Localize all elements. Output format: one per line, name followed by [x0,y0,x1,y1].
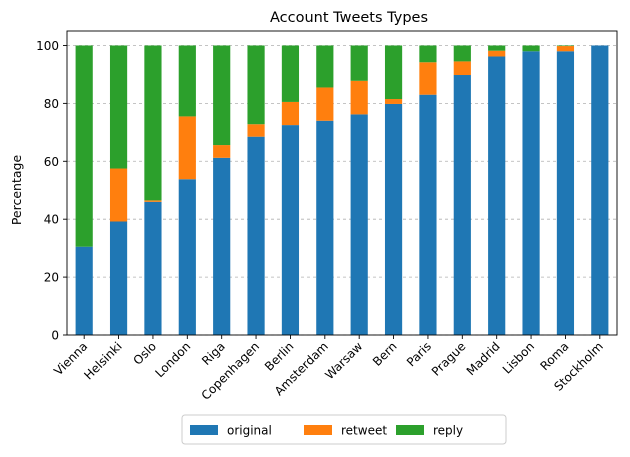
bar-retweet-amsterdam [316,87,334,121]
y-axis-label: Percentage [9,155,24,226]
bar-reply-paris [419,45,437,63]
bar-retweet-berlin [281,101,300,126]
legend-label-original: original [227,424,272,438]
x-tick-label: Riga [199,339,228,368]
bar-retweet-helsinki [109,168,128,222]
bar-reply-vienna [75,45,93,247]
legend-swatch-retweet [304,425,332,435]
y-tick-label: 60 [44,155,59,169]
x-tick-label: Warsaw [322,339,365,382]
y-ticks: 0 20 40 60 80 100 [36,39,67,343]
bar-original-stockholm [591,45,609,335]
bar-reply-prague [453,45,471,62]
bar-retweet-copenhagen [247,124,265,137]
bar-retweet-bern [384,99,403,104]
bar-reply-copenhagen [247,45,265,125]
bar-reply-lisbon [522,45,540,52]
bar-retweet-paris [419,62,437,95]
bar-reply-amsterdam [316,45,334,88]
legend: original retweet reply [181,414,507,445]
legend-box [181,414,507,445]
bar-reply-oslo [144,45,162,201]
bar-original-madrid [488,56,506,336]
legend-swatch-reply [396,425,424,435]
x-tick-label: Prague [429,339,469,379]
bar-reply-london [178,45,196,117]
bar-original-riga [213,157,231,335]
y-tick-label: 20 [44,271,59,285]
legend-label-retweet: retweet [341,424,387,438]
chart-title: Account Tweets Types [270,10,428,26]
bar-retweet-roma [556,46,575,52]
bar-original-roma [556,51,575,336]
bar-original-lisbon [522,51,540,336]
x-tick-label: Oslo [131,339,160,368]
legend-swatch-original [190,425,218,435]
bar-original-bern [384,103,403,336]
bars [75,45,609,336]
bar-retweet-madrid [488,50,506,57]
x-tick-label: Lisbon [500,339,537,376]
plot-frame [66,30,618,336]
y-tick-label: 80 [44,97,59,111]
x-tick-label: Madrid [464,339,503,378]
bar-original-oslo [144,201,162,335]
bar-reply-helsinki [109,45,128,169]
bar-reply-bern [384,45,403,100]
bar-retweet-prague [453,61,471,76]
bar-retweet-riga [213,145,231,158]
bar-original-berlin [281,125,300,335]
bar-original-amsterdam [316,120,334,335]
bar-reply-berlin [281,45,300,102]
x-tick-label: Helsinki [81,339,124,382]
x-tick-label: London [152,339,193,380]
bar-original-warsaw [350,114,368,335]
y-tick-label: 0 [51,329,59,343]
legend-label-reply: reply [433,424,463,438]
bar-retweet-warsaw [350,80,368,115]
bar-reply-riga [213,45,231,146]
y-tick-label: 100 [36,39,59,53]
bar-reply-roma [556,45,575,47]
bar-reply-warsaw [350,45,368,81]
bar-reply-madrid [488,45,506,51]
bar-original-prague [453,75,471,335]
bar-original-london [178,179,196,335]
y-tick-label: 40 [44,213,59,227]
x-tick-label: Paris [404,339,434,369]
bar-original-paris [419,94,437,335]
x-tick-label: Bern [370,339,400,369]
bar-original-vienna [75,246,93,335]
axes [66,30,618,336]
bar-retweet-london [178,116,196,180]
bar-original-helsinki [109,221,128,335]
bar-retweet-oslo [144,200,162,202]
bar-original-copenhagen [247,136,265,335]
